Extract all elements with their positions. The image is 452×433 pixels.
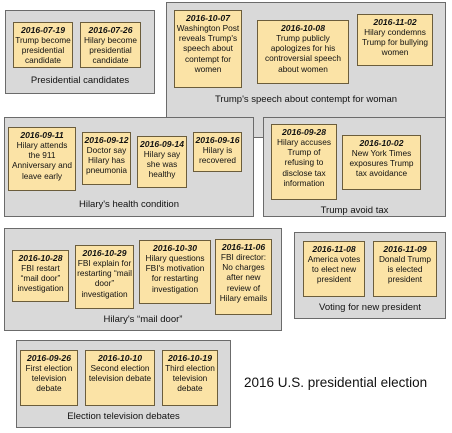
event-card: 2016-11-09 Donald Trump is elected presi…: [373, 241, 437, 297]
group-label: Hilary's “mail door”: [103, 314, 183, 325]
event-card: 2016-11-06 FBI director: No charges afte…: [215, 239, 272, 315]
event-text: FBI explain for restarting “mail door” i…: [77, 258, 132, 299]
event-card: 2016-10-10 Second election television de…: [85, 350, 155, 406]
event-card: 2016-09-14 Hilary say she was healthy: [137, 136, 187, 188]
event-text: First election television debate: [25, 363, 73, 394]
event-text: Hilary condemns Trump for bullying women: [361, 27, 429, 58]
event-text: Hilary accuses Trump of refusing to disc…: [277, 137, 331, 188]
event-text: Second election television debate: [88, 363, 152, 384]
event-text: Hilary say she was healthy: [143, 149, 181, 180]
event-date: 2016-10-19: [168, 353, 212, 363]
group-label: Voting for new president: [319, 302, 421, 313]
event-card: 2016-09-11 Hilary attends the 911 Annive…: [8, 127, 76, 191]
event-card: 2016-10-28 FBI restart “mail door” inves…: [12, 250, 69, 302]
event-date: 2016-10-02: [359, 138, 404, 148]
event-date: 2016-10-29: [82, 248, 127, 258]
event-text: America votes to elect new president: [307, 254, 361, 285]
event-text: Hilary questions FBI's motivation for re…: [145, 253, 205, 294]
event-date: 2016-10-08: [281, 23, 325, 33]
event-card: 2016-09-26 First election television deb…: [20, 350, 78, 406]
event-card: 2016-10-08 Trump publicly apologizes for…: [257, 20, 349, 84]
group-label: Election television debates: [67, 411, 180, 422]
group-label: Trump avoid tax: [320, 205, 389, 216]
event-date: 2016-07-19: [21, 25, 65, 35]
event-text: Hilary attends the 911 Anniversary and l…: [12, 140, 72, 181]
event-text: Hilary become presidential candidate: [83, 35, 138, 66]
event-card: 2016-09-28 Hilary accuses Trump of refus…: [271, 124, 337, 200]
event-text: FBI director: No charges after new revie…: [219, 252, 268, 303]
event-date: 2016-11-09: [383, 244, 427, 254]
event-date: 2016-09-26: [27, 353, 71, 363]
event-card: 2016-09-12 Doctor say Hilary has pneumon…: [82, 132, 131, 185]
event-date: 2016-09-14: [140, 139, 184, 149]
event-card: 2016-11-02 Hilary condemns Trump for bul…: [357, 14, 433, 66]
event-card: 2016-07-19 Trump become presidential can…: [13, 22, 73, 68]
event-date: 2016-10-28: [18, 253, 63, 263]
event-card: 2016-07-26 Hilary become presidential ca…: [80, 22, 141, 68]
event-date: 2016-09-11: [20, 130, 64, 140]
event-date: 2016-11-06: [221, 242, 266, 252]
group-label: Presidential candidates: [30, 75, 130, 86]
event-date: 2016-10-30: [153, 243, 197, 253]
event-date: 2016-11-02: [373, 17, 417, 27]
event-date: 2016-09-12: [84, 135, 129, 145]
event-text: Hilary is recovered: [199, 145, 236, 166]
event-date: 2016-10-07: [186, 13, 230, 23]
group-label: Hilary's health condition: [78, 199, 180, 210]
page-title: 2016 U.S. presidential election: [244, 375, 428, 390]
event-text: Trump become presidential candidate: [15, 35, 71, 66]
event-date: 2016-07-26: [88, 25, 133, 35]
event-card: 2016-11-08 America votes to elect new pr…: [303, 241, 365, 297]
event-date: 2016-10-10: [98, 353, 142, 363]
event-card: 2016-09-16 Hilary is recovered: [193, 132, 242, 172]
event-date: 2016-09-16: [195, 135, 240, 145]
event-card: 2016-10-19 Third election television deb…: [162, 350, 218, 406]
event-text: New York Times exposures Trump tax avoid…: [349, 148, 414, 179]
event-date: 2016-09-28: [282, 127, 326, 137]
event-card: 2016-10-07 Washington Post reveals Trump…: [174, 10, 242, 88]
event-card: 2016-10-29 FBI explain for restarting “m…: [75, 245, 134, 309]
event-text: Trump publicly apologizes for his contro…: [264, 33, 342, 74]
group-label: Trump's speech about contempt for woman: [214, 94, 398, 105]
event-text: Washington Post reveals Trump's speech a…: [176, 23, 240, 74]
event-text: Third election television debate: [165, 363, 215, 394]
event-text: Doctor say Hilary has pneumonia: [85, 145, 128, 176]
event-card: 2016-10-02 New York Times exposures Trum…: [342, 135, 421, 190]
event-text: Donald Trump is elected president: [378, 254, 432, 285]
event-text: FBI restart “mail door” investigation: [17, 263, 64, 294]
event-card: 2016-10-30 Hilary questions FBI's motiva…: [139, 240, 211, 304]
event-date: 2016-11-08: [312, 244, 356, 254]
